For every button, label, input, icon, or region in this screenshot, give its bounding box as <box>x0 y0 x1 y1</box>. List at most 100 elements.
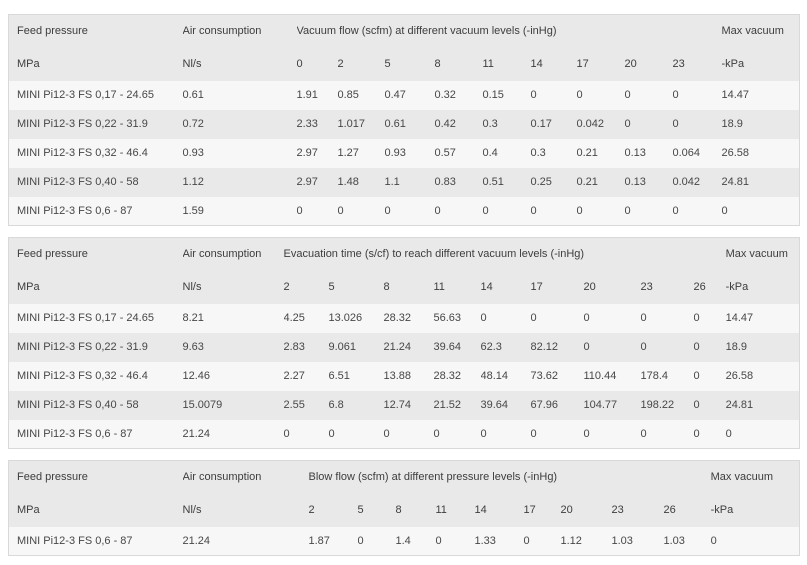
cell-value: 21.24 <box>383 341 412 353</box>
header-level: 17 <box>576 58 589 70</box>
cell-value: 0 <box>693 399 700 411</box>
header-level: 17 <box>530 281 543 293</box>
cell-value: 2.97 <box>296 176 318 188</box>
header-level: 5 <box>357 504 364 516</box>
cell-value: 0.61 <box>384 118 406 130</box>
cell-max-vacuum: 18.9 <box>721 118 743 130</box>
header-level: 11 <box>433 281 445 293</box>
cell-model-name: MINI Pi12-3 FS 0,17 - 24.65 <box>17 312 154 324</box>
cell-max-vacuum: 26.58 <box>721 147 750 159</box>
cell-value: 1.03 <box>611 534 633 547</box>
header-level: 23 <box>640 281 653 293</box>
unit-feed-pressure: MPa <box>17 504 40 516</box>
cell-value: 67.96 <box>530 399 559 411</box>
header-level: 17 <box>523 504 536 516</box>
cell-max-vacuum: 24.81 <box>721 176 750 188</box>
cell-value: 0 <box>530 204 537 217</box>
header-level: 2 <box>337 58 344 70</box>
cell-model-name: MINI Pi12-3 FS 0,6 - 87 <box>17 204 133 217</box>
cell-air-consumption: 0.93 <box>182 147 204 159</box>
cell-value: 1.48 <box>337 176 359 188</box>
header-max-vacuum: Max vacuum <box>725 248 788 261</box>
cell-value: 2.33 <box>296 118 318 130</box>
cell-value: 0.85 <box>337 89 359 101</box>
header-level: 26 <box>663 504 676 516</box>
header-air-consumption: Air consumption <box>182 248 262 261</box>
cell-value: 104.77 <box>583 399 618 411</box>
table-row: MINI Pi12-3 FS 0,40 - 58 1.12 2.97 1.48 1.1 0… <box>8 167 800 197</box>
cell-value: 0 <box>640 341 647 353</box>
header-level: 26 <box>693 281 706 293</box>
table-row: MINI Pi12-3 FS 0,22 - 31.9 9.63 2.83 9.061 2… <box>8 332 800 362</box>
cell-value: 0 <box>480 312 487 324</box>
unit-feed-pressure: MPa <box>17 281 40 293</box>
cell-value: 1.1 <box>384 176 400 188</box>
cell-value: 39.64 <box>433 341 462 353</box>
header-row-labels: Feed pressure Air consumption Blow flow (s… <box>8 460 800 494</box>
header-group-label: Blow flow (scfm) at different pressure l… <box>308 471 558 484</box>
cell-value: 0.51 <box>482 176 504 188</box>
header-level: 14 <box>530 58 543 70</box>
cell-value: 0 <box>672 89 679 101</box>
cell-value: 0.93 <box>384 147 406 159</box>
header-level: 2 <box>308 504 315 516</box>
header-level: 23 <box>611 504 624 516</box>
table-row: MINI Pi12-3 FS 0,32 - 46.4 12.46 2.27 6.51 1… <box>8 361 800 391</box>
cell-value: 0.47 <box>384 89 406 101</box>
cell-air-consumption: 8.21 <box>182 312 204 324</box>
cell-value: 0.15 <box>482 89 504 101</box>
cell-value: 0 <box>583 427 590 440</box>
cell-max-vacuum: 24.81 <box>725 399 754 411</box>
cell-value: 0 <box>296 204 303 217</box>
unit-max-vacuum: -kPa <box>721 58 745 70</box>
cell-value: 0 <box>640 427 647 440</box>
table-row: MINI Pi12-3 FS 0,32 - 46.4 0.93 2.97 1.27 0.… <box>8 138 800 168</box>
cell-air-consumption: 0.61 <box>182 89 204 101</box>
header-level: 8 <box>383 281 390 293</box>
cell-value: 0 <box>530 89 537 101</box>
cell-value: 56.63 <box>433 312 462 324</box>
cell-value: 0 <box>523 534 530 547</box>
cell-value: 0.042 <box>576 118 605 130</box>
cell-value: 48.14 <box>480 370 509 382</box>
cell-air-consumption: 21.24 <box>182 427 211 440</box>
cell-model-name: MINI Pi12-3 FS 0,22 - 31.9 <box>17 118 148 130</box>
cell-value: 21.52 <box>433 399 462 411</box>
cell-value: 13.88 <box>383 370 412 382</box>
cell-air-consumption: 21.24 <box>182 534 211 547</box>
cell-model-name: MINI Pi12-3 FS 0,40 - 58 <box>17 176 139 188</box>
header-level: 11 <box>435 504 447 516</box>
cell-model-name: MINI Pi12-3 FS 0,6 - 87 <box>17 534 133 547</box>
cell-value: 1.27 <box>337 147 359 159</box>
unit-feed-pressure: MPa <box>17 58 40 70</box>
header-row-units: MPa Nl/s 2 5 8 11 14 17 20 23 26 -kPa <box>8 493 800 527</box>
cell-value: 0 <box>530 427 537 440</box>
header-feed-pressure: Feed pressure <box>17 248 88 261</box>
cell-value: 0 <box>576 89 583 101</box>
unit-air-consumption: Nl/s <box>182 58 202 70</box>
cell-value: 0.13 <box>624 147 646 159</box>
cell-max-vacuum: 0 <box>725 427 732 440</box>
cell-value: 0 <box>482 204 489 217</box>
cell-value: 0.21 <box>576 147 598 159</box>
table-row: MINI Pi12-3 FS 0,17 - 24.65 8.21 4.25 13.02… <box>8 303 800 333</box>
cell-value: 0 <box>328 427 335 440</box>
cell-model-name: MINI Pi12-3 FS 0,17 - 24.65 <box>17 89 154 101</box>
cell-model-name: MINI Pi12-3 FS 0,6 - 87 <box>17 427 133 440</box>
cell-value: 0 <box>434 204 441 217</box>
cell-value: 2.83 <box>283 341 305 353</box>
unit-max-vacuum: -kPa <box>725 281 749 293</box>
cell-value: 9.061 <box>328 341 357 353</box>
header-feed-pressure: Feed pressure <box>17 471 88 484</box>
header-row-labels: Feed pressure Air consumption Evacuation t… <box>8 237 800 271</box>
header-group-label: Evacuation time (s/cf) to reach differen… <box>283 248 585 261</box>
cell-value: 4.25 <box>283 312 305 324</box>
cell-value: 39.64 <box>480 399 509 411</box>
cell-max-vacuum: 14.47 <box>721 89 750 101</box>
cell-value: 0 <box>693 370 700 382</box>
cell-value: 0.042 <box>672 176 701 188</box>
cell-value: 1.4 <box>395 534 411 547</box>
cell-value: 2.97 <box>296 147 318 159</box>
cell-air-consumption: 15.0079 <box>182 399 223 411</box>
cell-value: 0.064 <box>672 147 701 159</box>
